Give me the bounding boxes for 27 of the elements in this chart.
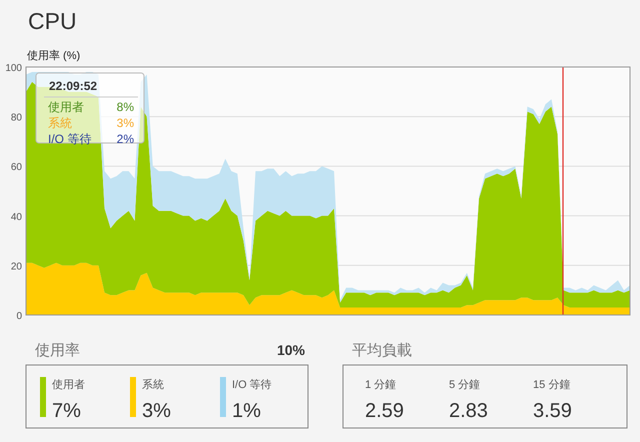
category-label: 使用者 [52,378,85,391]
text: 10% [276,342,306,358]
text: 使用率 [35,342,80,359]
text: 使用者 8% [48,100,134,114]
data-label: 2.83 [449,400,488,422]
chart-title: CPU [28,8,77,34]
category-label: I/O 等待 [232,379,272,391]
text: 3% [142,400,171,422]
y-tick-label: 0 [16,311,22,322]
data-label: 3.59 [533,400,572,422]
category-label: 1 分鐘 [365,379,396,391]
annotation: 22:09:52 [49,79,98,93]
y-axis-title: 使用率 (%) [27,49,80,62]
y-tick-label: 60 [10,162,22,174]
data-label: 2.59 [365,400,404,422]
category-label: 5 分鐘 [449,379,480,391]
text: 1% [232,400,261,422]
y-tick-label: 80 [10,112,22,124]
text: 7% [52,400,81,422]
category-label: 系統 [142,378,164,391]
text: 系統 3% [48,116,134,130]
text: I/O 等待 2% [48,132,134,146]
category-label: 15 分鐘 [533,379,570,391]
y-tick-label: 40 [10,212,22,223]
y-tick-label: 100 [5,63,22,74]
text: 平均負載 [352,342,412,359]
y-tick-label: 20 [10,261,22,272]
